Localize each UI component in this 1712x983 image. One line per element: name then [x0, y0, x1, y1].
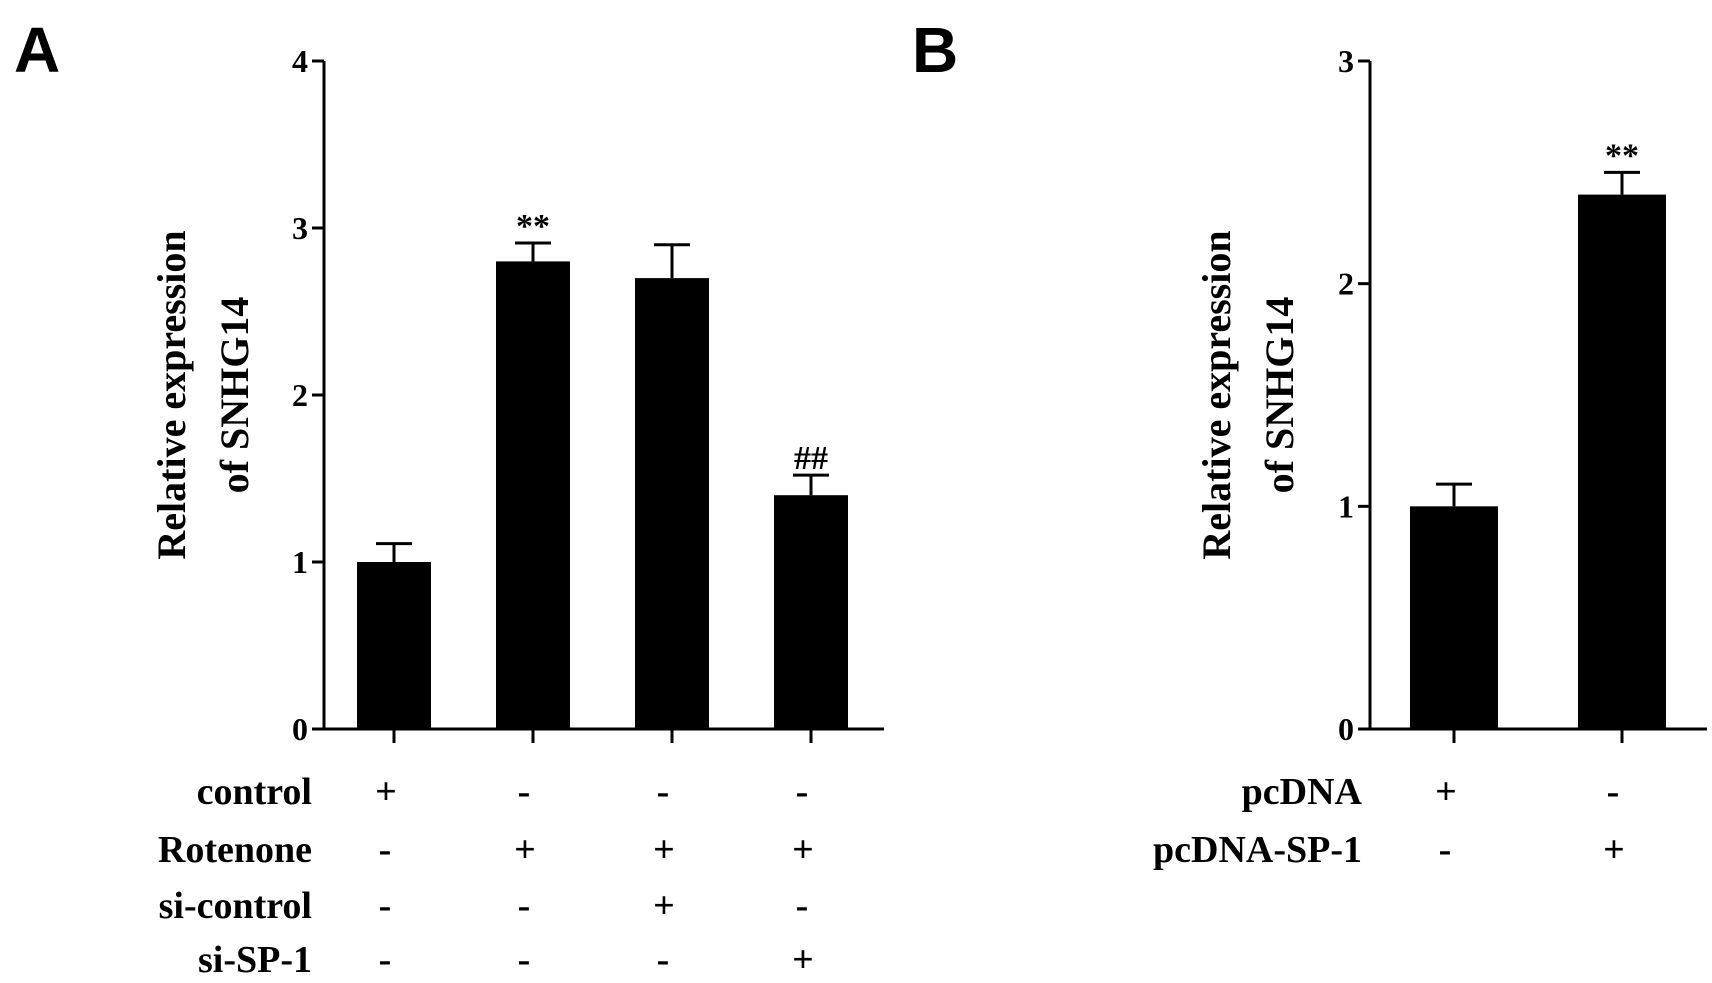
condition-sign: - — [657, 771, 670, 813]
condition-sign: - — [379, 829, 392, 871]
condition-label: si-control — [159, 885, 312, 927]
significance-label: ** — [1605, 137, 1639, 174]
condition-label: Rotenone — [158, 829, 312, 871]
condition-sign: - — [657, 939, 670, 981]
condition-sign: + — [1603, 829, 1625, 871]
condition-sign: + — [653, 829, 675, 871]
y-tick-label: 2 — [292, 377, 308, 413]
bar — [1578, 194, 1666, 730]
panel-label: A — [14, 14, 60, 86]
condition-label: pcDNA — [1242, 771, 1363, 813]
y-tick-label: 1 — [1338, 488, 1354, 524]
bar — [357, 562, 431, 729]
condition-label: control — [197, 771, 312, 813]
y-axis-label: Relative expression — [149, 230, 194, 559]
y-tick-label: 0 — [1338, 711, 1354, 747]
y-tick-label: 4 — [292, 43, 308, 79]
condition-sign: - — [1439, 829, 1452, 871]
y-tick-label: 3 — [1338, 43, 1354, 79]
y-axis-label: Relative expression — [1194, 230, 1239, 559]
condition-sign: - — [379, 885, 392, 927]
significance-label: ** — [516, 208, 550, 245]
y-tick-label: 2 — [1338, 266, 1354, 302]
condition-sign: + — [792, 829, 814, 871]
condition-sign: - — [379, 939, 392, 981]
y-axis-label: of SNHG14 — [1257, 297, 1302, 494]
bar — [496, 261, 570, 729]
condition-sign: - — [796, 771, 809, 813]
y-axis-label: of SNHG14 — [212, 297, 257, 494]
condition-sign: - — [1607, 771, 1620, 813]
bar — [635, 278, 709, 729]
condition-label: si-SP-1 — [198, 939, 312, 981]
condition-sign: + — [1435, 771, 1457, 813]
condition-sign: + — [514, 829, 536, 871]
y-tick-label: 3 — [292, 210, 308, 246]
condition-sign: + — [653, 885, 675, 927]
condition-sign: - — [518, 939, 531, 981]
panel-a: A Relative expression of SNHG14 0 1 2 3 4 ** ## co… — [14, 14, 884, 981]
panel-label: B — [912, 14, 958, 86]
condition-sign: + — [792, 939, 814, 981]
condition-sign: - — [518, 885, 531, 927]
condition-label: pcDNA-SP-1 — [1153, 829, 1362, 871]
significance-label: ## — [794, 440, 828, 477]
panel-b: B Relative expression of SNHG14 0 1 2 3 ** pcDNA… — [912, 14, 1707, 871]
bar — [1410, 506, 1498, 729]
y-tick-label: 1 — [292, 544, 308, 580]
condition-sign: + — [375, 771, 397, 813]
condition-sign: - — [796, 885, 809, 927]
y-tick-label: 0 — [292, 711, 308, 747]
bar — [774, 495, 848, 729]
condition-sign: - — [518, 771, 531, 813]
